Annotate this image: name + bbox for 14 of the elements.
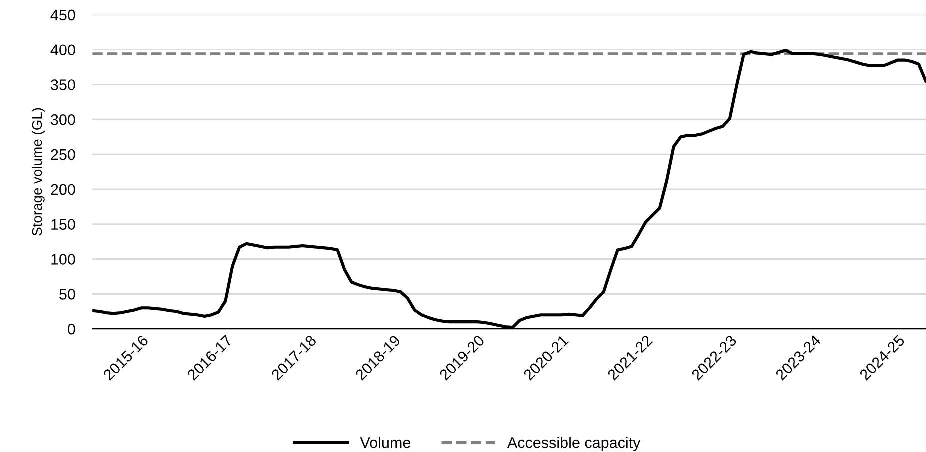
y-tick-label: 0 <box>68 324 76 335</box>
line-series <box>92 48 926 330</box>
y-tick-label: 200 <box>51 184 76 196</box>
y-tick-label: 350 <box>51 80 76 90</box>
legend-label: Volume <box>360 437 410 448</box>
y-tick-label: 400 <box>50 44 76 56</box>
legend-label: Accessible capacity <box>507 437 641 452</box>
y-tick-label: 150 <box>52 219 76 230</box>
y-axis-title: Storage volume (GL) <box>32 108 45 236</box>
y-tick-label: 450 <box>50 10 76 21</box>
y-tick-label: 250 <box>51 149 76 160</box>
y-tick-label: 100 <box>52 254 76 265</box>
y-tick-label: 300 <box>51 114 76 126</box>
y-tick-label: 50 <box>60 289 76 300</box>
